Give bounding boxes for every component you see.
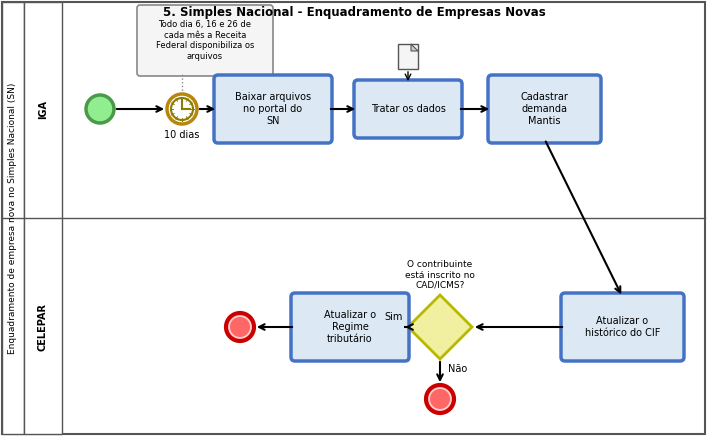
FancyBboxPatch shape <box>488 75 601 143</box>
FancyBboxPatch shape <box>354 80 462 138</box>
Circle shape <box>426 385 454 413</box>
FancyBboxPatch shape <box>137 5 273 76</box>
Text: CELEPAR: CELEPAR <box>38 303 48 351</box>
Bar <box>2 2 24 434</box>
Text: Atualizar o
histórico do CIF: Atualizar o histórico do CIF <box>585 316 660 338</box>
Text: O contribuinte
está inscrito no
CAD/ICMS?: O contribuinte está inscrito no CAD/ICMS… <box>405 260 475 290</box>
Circle shape <box>171 98 193 120</box>
Text: Tratar os dados: Tratar os dados <box>370 104 445 114</box>
Text: Cadastrar
demanda
Mantis: Cadastrar demanda Mantis <box>520 92 568 126</box>
Text: Baixar arquivos
no portal do
SN: Baixar arquivos no portal do SN <box>235 92 311 126</box>
Polygon shape <box>411 44 418 51</box>
Text: Atualizar o
Regime
tributário: Atualizar o Regime tributário <box>324 310 376 344</box>
FancyBboxPatch shape <box>214 75 332 143</box>
Bar <box>24 2 62 434</box>
Text: Não: Não <box>448 364 467 374</box>
Circle shape <box>167 94 197 124</box>
Circle shape <box>226 313 254 341</box>
Circle shape <box>430 389 450 409</box>
Text: 5. Simples Nacional - Enquadramento de Empresas Novas: 5. Simples Nacional - Enquadramento de E… <box>163 6 545 19</box>
Text: Enquadramento de empresa nova no Simples Nacional (SN): Enquadramento de empresa nova no Simples… <box>8 82 18 354</box>
Text: Sim: Sim <box>385 312 403 322</box>
Text: 10 dias: 10 dias <box>164 130 199 140</box>
Polygon shape <box>408 295 472 359</box>
Text: IGA: IGA <box>38 99 48 119</box>
Circle shape <box>86 95 114 123</box>
FancyBboxPatch shape <box>561 293 684 361</box>
FancyBboxPatch shape <box>398 44 418 69</box>
Circle shape <box>230 317 250 337</box>
Text: Todo dia 6, 16 e 26 de
cada mês a Receita
Federal disponibiliza os
arquivos: Todo dia 6, 16 e 26 de cada mês a Receit… <box>156 20 255 61</box>
FancyBboxPatch shape <box>291 293 409 361</box>
